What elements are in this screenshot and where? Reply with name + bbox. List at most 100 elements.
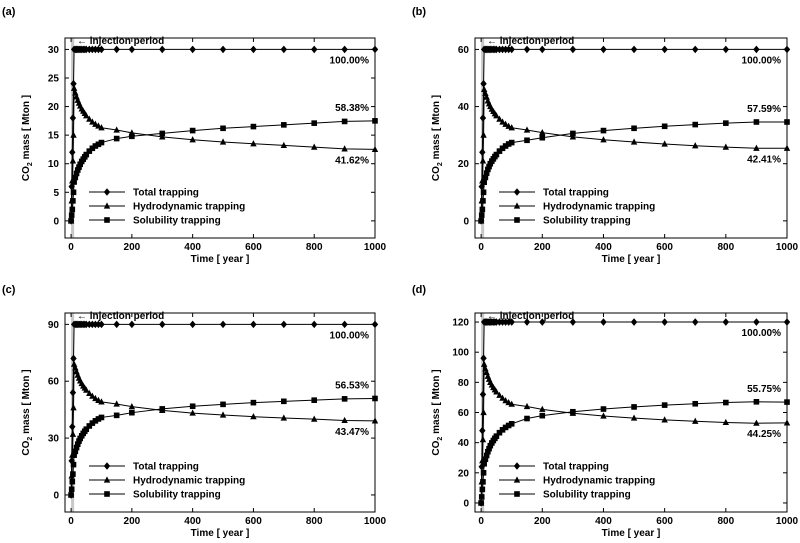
data-point-square (600, 127, 607, 134)
legend: Total trapping Hydrodynamic trapping Solub… (499, 462, 655, 501)
data-point-triangle (70, 131, 77, 138)
legend-marker-square (514, 491, 520, 497)
y-axis-label: CO2 mass [ Mton ] (21, 95, 34, 181)
data-point-triangle (569, 133, 577, 140)
data-point-square (72, 448, 79, 455)
y-tick-label: 25 (48, 74, 60, 85)
x-tick-label: 0 (68, 516, 74, 527)
data-point-triangle (128, 403, 136, 410)
data-point-square (505, 422, 512, 429)
data-point-triangle (496, 115, 503, 122)
data-point-square (524, 137, 530, 144)
legend: Total trapping Hydrodynamic trapping Solub… (499, 188, 655, 227)
data-point-diamond (159, 45, 166, 54)
data-point-triangle (753, 419, 760, 426)
data-point-diamond (341, 320, 348, 329)
data-point-square (480, 479, 486, 485)
data-point-square (311, 397, 318, 403)
x-tick-label: 1000 (364, 242, 387, 253)
data-point-square (539, 134, 546, 141)
data-point-triangle (83, 386, 90, 393)
panel-label: (d) (412, 284, 426, 296)
data-point-triangle (280, 414, 288, 421)
data-point-square (480, 198, 486, 204)
data-point-square (692, 400, 699, 407)
data-point-square (481, 179, 487, 186)
y-tick-label: 5 (53, 188, 59, 199)
series-line-diamond (70, 48, 375, 221)
data-point-triangle (480, 85, 488, 93)
data-point-triangle (98, 124, 105, 131)
data-point-square (98, 139, 105, 146)
x-tick-label: 0 (68, 242, 74, 253)
data-point-square (486, 163, 492, 170)
y-tick-label: 60 (458, 45, 470, 56)
data-point-diamond (508, 318, 515, 326)
data-point-diamond (753, 318, 760, 326)
y-tick-label: 30 (48, 45, 60, 56)
data-point-square (68, 218, 74, 224)
y-tick-label: 10 (48, 159, 60, 170)
data-point-triangle (692, 417, 699, 424)
data-point-square (524, 415, 530, 422)
data-point-square (502, 143, 509, 149)
data-point-triangle (499, 118, 506, 125)
data-point-diamond (480, 354, 487, 363)
data-point-diamond (479, 390, 487, 399)
data-point-diamond (311, 320, 318, 329)
data-point-diamond (280, 320, 288, 329)
data-point-square (69, 206, 76, 213)
data-point-square (113, 412, 120, 419)
data-point-square (129, 409, 135, 416)
data-point-square (692, 121, 699, 128)
data-point-diamond (159, 320, 166, 329)
data-point-diamond (539, 45, 546, 54)
data-point-square (250, 399, 257, 406)
data-point-square (502, 424, 509, 431)
data-point-diamond (600, 45, 607, 54)
data-point-triangle (600, 412, 607, 419)
data-point-square (508, 139, 515, 146)
total-percent-label: 100.00% (330, 55, 370, 66)
legend-marker-square (104, 217, 110, 223)
data-point-triangle (69, 430, 77, 437)
data-point-diamond (569, 318, 577, 326)
data-point-diamond (692, 45, 699, 54)
data-point-square (68, 492, 74, 498)
data-point-triangle (499, 394, 506, 401)
x-axis-label: Time [ year ] (602, 254, 661, 265)
y-tick-label: 0 (463, 498, 469, 509)
data-point-diamond (280, 45, 288, 54)
data-point-triangle (630, 414, 638, 421)
legend-marker-diamond (513, 462, 521, 470)
x-tick-label: 200 (124, 516, 141, 527)
x-tick-label: 200 (124, 242, 141, 253)
data-point-square (493, 433, 500, 439)
data-point-square (83, 426, 90, 432)
solubility-percent-label: 56.53% (335, 380, 369, 391)
injection-period-label: ← injection period (77, 36, 164, 47)
data-point-triangle (311, 415, 318, 422)
data-point-triangle (661, 416, 668, 423)
legend-label: Hydrodynamic trapping (133, 202, 245, 213)
data-point-diamond (189, 320, 196, 329)
legend-label: Total trapping (133, 188, 199, 199)
x-tick-label: 1000 (776, 242, 799, 253)
x-tick-label: 400 (184, 516, 201, 527)
data-point-square (479, 206, 486, 213)
data-point-square (478, 212, 485, 218)
x-tick-label: 600 (245, 242, 262, 253)
data-point-diamond (539, 318, 546, 326)
data-point-square (73, 170, 80, 177)
data-point-triangle (661, 140, 668, 147)
data-point-square (372, 118, 378, 124)
data-point-square (499, 145, 506, 152)
data-point-diamond (371, 45, 379, 54)
y-axis-label: CO2 mass [ Mton ] (431, 95, 444, 181)
hydrodynamic-percent-label: 44.25% (747, 429, 781, 440)
data-point-square (372, 395, 378, 402)
data-point-diamond (69, 114, 77, 122)
data-point-square (478, 218, 484, 224)
x-tick-label: 800 (717, 516, 734, 527)
